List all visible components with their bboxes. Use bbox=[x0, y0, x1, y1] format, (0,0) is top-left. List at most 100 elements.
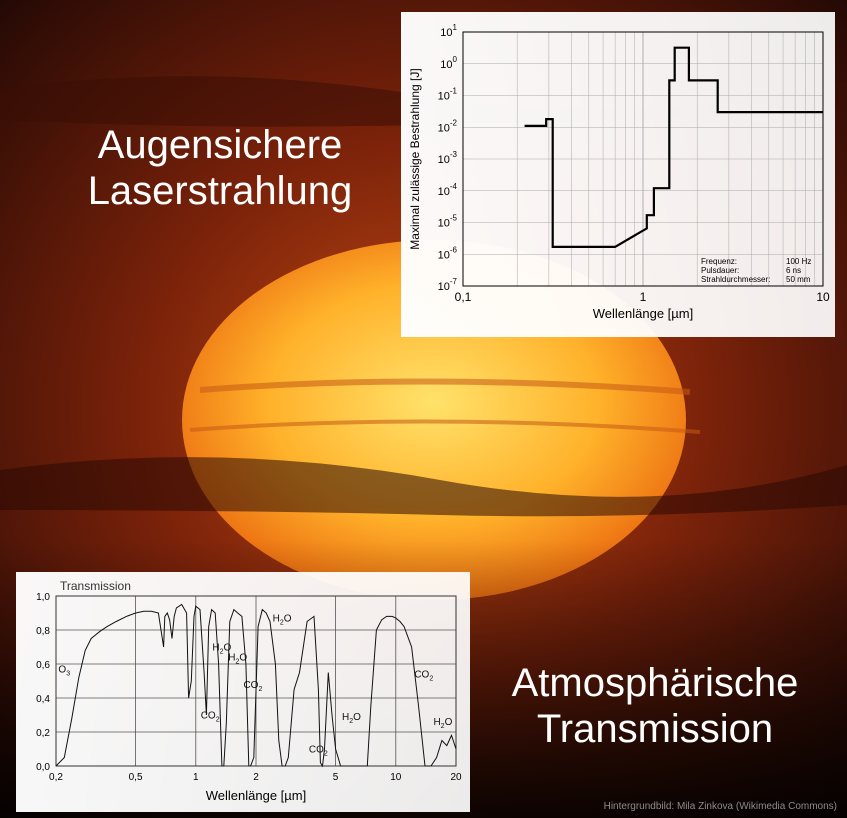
y-tick-exponent: 1 bbox=[453, 23, 458, 32]
molecule-subscript: 2 bbox=[235, 659, 239, 666]
absorption-label: H2O bbox=[433, 717, 452, 730]
heading-line: Augensichere bbox=[97, 123, 343, 167]
y-tick-base: 10 bbox=[438, 122, 450, 134]
molecule-subscript: 2 bbox=[220, 648, 224, 655]
molecule-subscript: 2 bbox=[349, 718, 353, 725]
heading-line: Transmission bbox=[536, 707, 774, 751]
x-tick-label: 1 bbox=[640, 290, 647, 304]
parameter-value: 50 mm bbox=[786, 275, 811, 284]
exposure-limit-series bbox=[524, 46, 823, 248]
heading-atmospheric-transmission: Atmosphärische Transmission bbox=[470, 660, 840, 752]
y-tick-label: 0,8 bbox=[36, 626, 50, 637]
x-tick-label: 20 bbox=[450, 772, 462, 783]
y-tick-base: 10 bbox=[438, 91, 450, 103]
y-tick-label: 101 bbox=[440, 23, 457, 39]
y-tick-label: 10-1 bbox=[438, 87, 458, 103]
y-tick-exponent: -4 bbox=[450, 182, 458, 191]
y-tick-label: 0,2 bbox=[36, 728, 50, 739]
x-tick-label: 1 bbox=[193, 772, 199, 783]
molecule-text: H bbox=[212, 642, 219, 653]
heading-line: Atmosphärische bbox=[511, 661, 799, 705]
absorption-label: CO2 bbox=[201, 710, 220, 723]
y-tick-base: 10 bbox=[438, 249, 450, 261]
parameter-name: Frequenz: bbox=[701, 257, 737, 266]
x-tick-label: 10 bbox=[816, 290, 830, 304]
y-tick-exponent: -1 bbox=[450, 87, 458, 96]
x-tick-label: 0,5 bbox=[129, 772, 143, 783]
y-tick-exponent: -2 bbox=[450, 118, 458, 127]
molecule-text: H bbox=[342, 712, 349, 723]
x-tick-label: 2 bbox=[253, 772, 259, 783]
panel-background bbox=[401, 12, 835, 337]
x-tick-label: 0,1 bbox=[455, 290, 472, 304]
y-tick-label: 10-3 bbox=[438, 150, 458, 166]
grid bbox=[462, 31, 823, 287]
y-tick-base: 10 bbox=[438, 186, 450, 198]
absorption-label: H2O bbox=[228, 653, 247, 666]
laser-exposure-chart: 0,1 1 1010-710-610-510-410-310-210-1100101… bbox=[401, 12, 835, 337]
plot-frame bbox=[55, 595, 457, 767]
molecule-tail: O bbox=[445, 717, 453, 728]
molecule-text: H bbox=[433, 717, 440, 728]
molecule-subscript: 2 bbox=[258, 686, 262, 693]
y-tick-label: 10-7 bbox=[438, 277, 458, 293]
molecule-text: H bbox=[228, 653, 235, 664]
molecule-text: CO bbox=[309, 744, 324, 755]
image-credit: Hintergrundbild: Mila Zinkova (Wikimedia… bbox=[603, 801, 837, 812]
x-tick-label: 10 bbox=[390, 772, 402, 783]
parameter-name: Strahldurchmesser: bbox=[701, 275, 770, 284]
y-tick-base: 10 bbox=[440, 27, 452, 39]
molecule-text: O bbox=[58, 665, 66, 676]
y-tick-label: 10-2 bbox=[438, 118, 458, 134]
y-tick-exponent: -7 bbox=[450, 277, 458, 286]
molecule-subscript: 2 bbox=[216, 716, 220, 723]
molecule-text: CO bbox=[201, 710, 216, 721]
molecule-tail: O bbox=[239, 653, 247, 664]
molecule-text: H bbox=[273, 614, 280, 625]
y-tick-label: 10-5 bbox=[438, 214, 458, 230]
absorption-label: O3 bbox=[58, 665, 70, 678]
molecule-text: CO bbox=[414, 670, 429, 681]
parameter-name: Pulsdauer: bbox=[701, 266, 739, 275]
x-axis-label: Wellenlänge [µm] bbox=[206, 788, 306, 803]
molecule-tail: O bbox=[284, 614, 292, 625]
y-tick-base: 10 bbox=[438, 154, 450, 166]
molecule-tail: O bbox=[353, 712, 361, 723]
y-axis-label: Maximal zulässige Bestrahlung [J] bbox=[408, 68, 422, 249]
laser-exposure-chart-panel: 0,1 1 10 10-7 10-6 10-5 10-4 10-3 10-2 10-1 100 101… bbox=[401, 12, 835, 337]
y-tick-exponent: -6 bbox=[450, 245, 458, 254]
y-tick-base: 10 bbox=[438, 218, 450, 230]
y-tick-label: 0,4 bbox=[36, 694, 50, 705]
parameter-value: 100 Hz bbox=[786, 257, 811, 266]
x-tick-label: 5 bbox=[333, 772, 339, 783]
x-axis-label: Wellenlänge [µm] bbox=[593, 306, 693, 321]
x-tick-label: 0,2 bbox=[49, 772, 63, 783]
chart-title: Transmission bbox=[60, 579, 131, 593]
y-tick-exponent: -3 bbox=[450, 150, 458, 159]
y-tick-base: 10 bbox=[438, 281, 450, 293]
y-tick-base: 10 bbox=[440, 59, 452, 71]
heading-line: Laserstrahlung bbox=[87, 169, 353, 213]
absorption-label: CO2 bbox=[309, 744, 328, 757]
y-tick-label: 0,0 bbox=[36, 762, 50, 773]
absorption-label: H2O bbox=[212, 642, 231, 655]
y-tick-label: 1,0 bbox=[36, 592, 50, 603]
plot-frame bbox=[462, 31, 824, 287]
y-tick-exponent: -5 bbox=[450, 214, 458, 223]
absorption-label: CO2 bbox=[243, 680, 262, 693]
panel-background bbox=[16, 572, 470, 812]
molecule-tail: O bbox=[224, 642, 232, 653]
y-tick-label: 10-4 bbox=[438, 182, 458, 198]
molecule-subscript: 3 bbox=[66, 671, 70, 678]
molecule-text: CO bbox=[243, 680, 258, 691]
molecule-subscript: 2 bbox=[280, 620, 284, 627]
parameter-value: 6 ns bbox=[786, 266, 801, 275]
absorption-label: H2O bbox=[273, 614, 292, 627]
transmission-series bbox=[55, 603, 457, 768]
transmission-chart: 0,2 0,5 1 2 5 10 200,00,20,40,60,81,0Transmiss… bbox=[16, 572, 470, 812]
molecule-subscript: 2 bbox=[429, 676, 433, 683]
molecule-subscript: 2 bbox=[441, 723, 445, 730]
absorption-label: H2O bbox=[342, 712, 361, 725]
absorption-label: CO2 bbox=[414, 670, 433, 683]
heading-eye-safe-laser: Augensichere Laserstrahlung bbox=[40, 122, 400, 214]
